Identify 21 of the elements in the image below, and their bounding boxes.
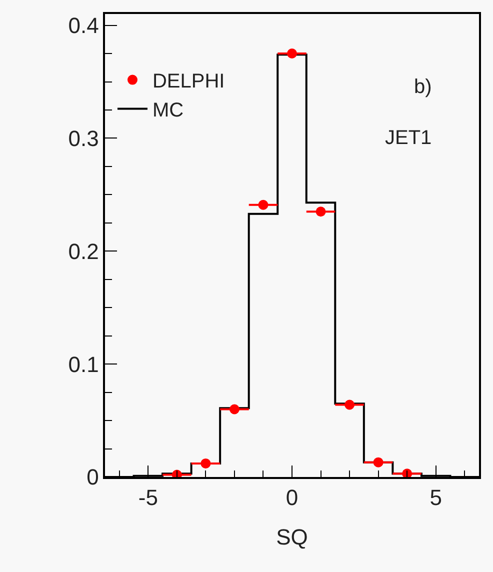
x-axis-title: SQ [276,524,308,550]
point [344,400,355,410]
y-tick-label: 0.2 [68,238,99,264]
legend-label: DELPHI [152,70,225,93]
x-tick-label: 5 [430,485,442,510]
point [402,468,412,477]
point [287,48,297,59]
y-tick-label: 0.3 [68,126,99,151]
y-tick-label: 0 [86,464,99,490]
x-tick-label: -5 [138,485,158,510]
x-tick-label: 0 [286,485,298,510]
annotation: b) [414,76,432,98]
point [200,458,211,468]
annotation: JET1 [385,127,432,149]
y-tick-label: 0.1 [68,352,99,377]
y-tick-label: 0.4 [68,12,99,38]
point [229,404,240,414]
point [373,457,384,468]
legend-label: MC [152,100,184,122]
point [258,200,268,210]
point [316,206,326,217]
